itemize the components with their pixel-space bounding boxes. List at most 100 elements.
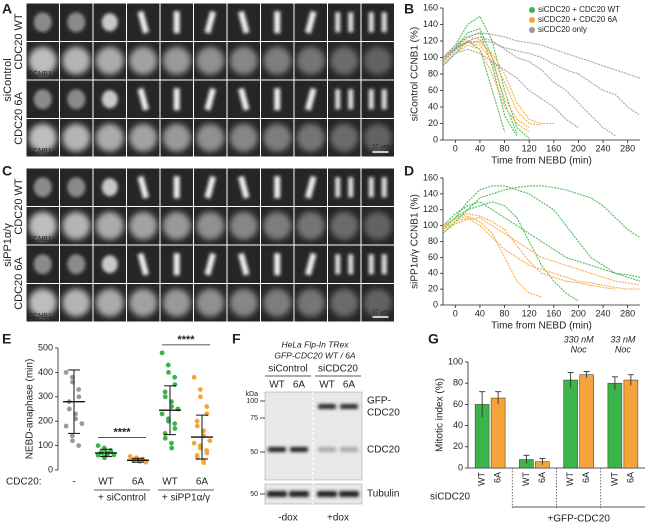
micrograph [294,207,327,245]
category-label: 6A [132,477,145,488]
cell-signal [330,288,359,317]
micrograph [361,245,394,283]
micrograph [26,119,59,157]
micrograph [261,207,294,245]
dot [159,350,165,356]
treatment-label: +dox [327,513,349,524]
chromatin [101,178,118,197]
cell-signal [296,123,325,152]
micrograph [160,245,193,283]
time-label: 0 [62,82,66,89]
micrograph [93,284,126,322]
micrograph [194,207,227,245]
trace [442,48,579,129]
micrograph [328,80,361,118]
y-tick-label: 100 [423,220,438,230]
scale-bar-label: 10 μm [372,145,389,151]
dot [162,389,168,395]
trace [442,201,641,278]
chromatin [381,89,387,110]
chromatin [204,87,216,111]
x-tick-label: 280 [620,143,635,153]
micrograph [328,168,361,206]
row-label: CDC20 WT [13,13,25,70]
micrograph [60,245,93,283]
micrograph [26,284,59,322]
micrograph [127,80,160,118]
micrograph [60,207,93,245]
time-label: 100 [229,247,241,254]
time-label: 30 [196,5,204,12]
legend-label: siCDC20 + CDC20 WT [538,5,620,14]
legend-marker [529,17,535,23]
micrograph [93,245,126,283]
condition-label: siControl [268,364,307,375]
cell-signal [129,288,158,317]
kda-label: kDa [246,391,259,398]
micrograph [60,3,93,41]
x-tick-label: 160 [546,143,561,153]
x-tick-label: 240 [596,143,611,153]
micrograph [194,284,227,322]
panel-letter: C [2,163,12,179]
time-label: -4 [28,170,34,177]
marker-label: 75 [250,415,258,422]
dot [198,394,203,400]
chromatin [305,175,317,199]
bar [563,379,578,469]
chromatin [67,89,86,110]
cell-signal [129,211,158,240]
micrograph-bg [361,80,394,118]
chromatin [335,89,341,110]
band [318,447,336,452]
time-label: 10 [129,82,137,89]
micrograph [160,207,193,245]
trace [442,201,579,302]
x-tick-label: WT [521,472,531,486]
dot [165,362,171,368]
cell-signal [162,211,191,240]
bar [579,374,594,469]
micrograph [160,168,193,206]
micrograph [294,80,327,118]
dot [63,370,69,375]
micrograph-bg [328,80,361,118]
y-axis-label: NEBD-anaphase (min) [25,359,36,460]
channel-label: DNA [28,197,43,204]
category-label: 6A [196,477,209,488]
group-label: + siPP1α/γ [162,493,210,504]
cell-signal [95,123,124,152]
cell-signal [363,46,392,75]
marker-label: 100 [246,398,258,405]
band [318,404,336,409]
panel-letter: E [2,331,11,347]
time-label: 60 min [363,82,384,89]
dot [69,433,75,439]
chromatin [137,87,149,111]
x-tick-label: WT [609,472,619,486]
channel-label: CCNB1 [28,313,52,320]
dot [201,460,207,466]
time-label: -4 [28,5,34,12]
marker-label: 50 [250,449,258,456]
cell-signal [229,288,258,317]
micrograph [227,3,260,41]
y-tick-label: 0 [433,134,438,144]
micrograph [294,245,327,283]
cell-signal [62,46,91,75]
chromatin [305,10,317,34]
micrograph [361,80,394,118]
micrograph [60,168,93,206]
y-tick-label: 60 [428,85,438,95]
y-tick-label: 120 [423,35,438,45]
micrograph [361,207,394,245]
micrograph [194,119,227,157]
trace [442,42,530,129]
dot [204,450,210,456]
time-label: 4 [95,170,99,177]
trace [442,217,641,286]
micrograph [160,80,193,118]
annotation: Noc [571,344,588,354]
trace [442,40,641,116]
band [268,447,286,452]
